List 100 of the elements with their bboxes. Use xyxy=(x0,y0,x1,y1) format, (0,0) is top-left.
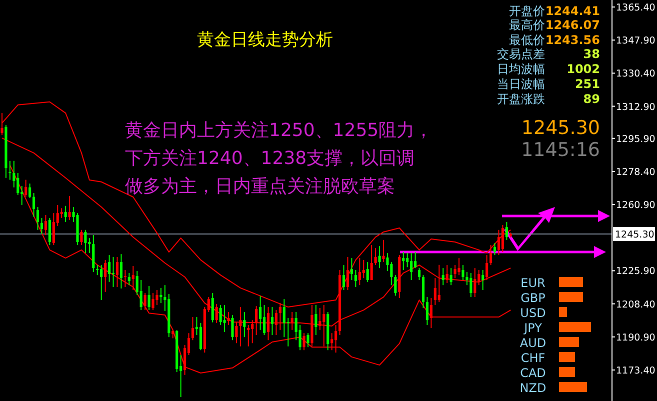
candlestick xyxy=(132,266,134,291)
candlestick xyxy=(458,258,460,276)
candlestick xyxy=(362,259,365,279)
candlestick xyxy=(430,297,432,329)
candlestick xyxy=(96,264,99,276)
y-tick-label: NZD xyxy=(520,381,546,395)
annotation: 1145:16 xyxy=(521,139,600,161)
candlestick xyxy=(474,268,476,298)
candlestick xyxy=(104,259,107,292)
candlestick xyxy=(490,244,492,266)
candlestick xyxy=(48,217,51,246)
y-tick-label: 1330.40 xyxy=(616,68,656,80)
candlestick xyxy=(330,332,334,351)
candlestick xyxy=(140,280,142,311)
candlestick xyxy=(486,254,488,280)
candlestick xyxy=(219,304,222,326)
candlestick xyxy=(454,264,456,279)
candlestick xyxy=(358,258,361,286)
candlestick xyxy=(120,254,122,290)
candlestick xyxy=(306,332,310,348)
candlestick xyxy=(259,296,262,330)
candlestick xyxy=(124,269,126,288)
candlestick xyxy=(215,304,218,324)
candlestick xyxy=(482,269,484,291)
bar xyxy=(559,292,583,302)
annotation: 交易点差 xyxy=(497,47,545,61)
candlestick xyxy=(354,269,357,288)
candlestick xyxy=(450,268,452,286)
candlestick xyxy=(28,183,32,198)
candlestick xyxy=(64,205,67,222)
y-tick-label: AUD xyxy=(520,336,546,350)
candlestick xyxy=(128,272,130,286)
candlestick xyxy=(442,268,444,286)
candlestick xyxy=(156,290,158,306)
candlestick xyxy=(52,212,55,246)
y-tick-label: GBP xyxy=(520,291,546,305)
candlestick xyxy=(446,264,448,284)
candlestick xyxy=(390,262,393,286)
ref-line-label: 1245.30 xyxy=(615,230,654,241)
candlestick xyxy=(24,179,28,198)
candlestick xyxy=(112,256,115,288)
candlestick xyxy=(382,239,385,263)
candlestick xyxy=(501,224,504,253)
candlestick xyxy=(406,252,409,268)
annotation: 开盘价 xyxy=(509,4,545,18)
candlestick xyxy=(40,217,44,235)
y-tick-label: 1225.90 xyxy=(616,266,656,278)
y-tick-label: 1173.40 xyxy=(616,365,656,376)
annotation: 1244.41 xyxy=(545,4,600,18)
candlestick xyxy=(426,296,428,326)
candlestick xyxy=(346,256,350,291)
candlestick xyxy=(493,242,496,256)
bar xyxy=(559,337,579,347)
y-tick-label: USD xyxy=(520,306,546,320)
y-tick-label: 1295.90 xyxy=(616,134,656,145)
candlestick xyxy=(152,292,154,311)
annotation: 1246.07 xyxy=(545,18,600,32)
annotation: 38 xyxy=(583,47,600,61)
bar xyxy=(559,352,575,362)
annotation: 开盘涨跌 xyxy=(497,92,545,106)
candlestick xyxy=(243,311,246,338)
candlestick xyxy=(394,274,397,296)
candlestick xyxy=(44,214,47,236)
candlestick xyxy=(199,322,202,351)
candlestick xyxy=(418,268,421,280)
annotation: 1243.56 xyxy=(545,33,600,47)
candlestick xyxy=(314,304,318,336)
y-tick-label: 1278.40 xyxy=(616,166,656,178)
candlestick xyxy=(231,314,234,341)
candlestick xyxy=(282,298,286,338)
annotation: 1245.30 xyxy=(521,117,600,139)
candlestick xyxy=(402,252,405,270)
y-tick-label: 1208.40 xyxy=(616,299,656,310)
candlestick xyxy=(438,264,440,302)
candlestick xyxy=(350,258,353,280)
candlestick xyxy=(497,229,500,256)
text: 黄金日线走势分析 xyxy=(197,30,333,50)
candlestick xyxy=(366,262,369,283)
candlestick xyxy=(144,292,146,311)
annotation: 最低价 xyxy=(509,33,545,47)
y-tick-label: JPY xyxy=(523,321,543,335)
annotation: 黄金日内上方关注1250、1255阻力， xyxy=(125,120,433,141)
annotation: 最高价 xyxy=(509,18,545,32)
annotation: 1002 xyxy=(566,62,600,76)
candlestick xyxy=(16,172,20,196)
bar xyxy=(559,367,575,377)
candlestick xyxy=(116,256,119,288)
candlestick xyxy=(270,306,274,336)
candlestick xyxy=(370,244,373,280)
candlestick xyxy=(302,332,306,351)
y-tick-label: 1347.90 xyxy=(616,36,656,47)
annotation: 89 xyxy=(583,92,600,106)
candlestick xyxy=(191,316,194,341)
y-tick-label: CAD xyxy=(520,366,546,380)
candlestick xyxy=(68,196,71,220)
annotation: 做多为主，日内重点关注脱欧草案 xyxy=(125,176,395,197)
candlestick xyxy=(470,272,472,298)
candlestick xyxy=(342,264,346,291)
candlestick xyxy=(374,248,377,266)
candlestick xyxy=(505,221,508,240)
